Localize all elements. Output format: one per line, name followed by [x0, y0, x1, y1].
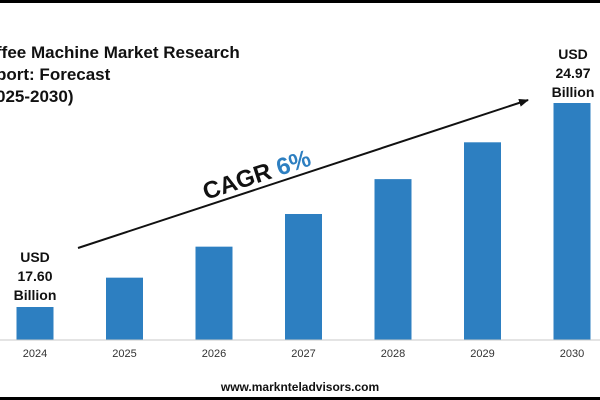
- start-value-label: USD 17.60 Billion: [14, 249, 57, 303]
- end-value-label: USD 24.97 Billion: [552, 46, 595, 100]
- title-line-3: 025-2030): [0, 87, 74, 106]
- cagr-value: 6%: [273, 145, 314, 181]
- bar-2026: [195, 246, 233, 340]
- cagr-label: CAGR 6%: [199, 145, 314, 206]
- chart-title: ffee Machine Market Research port: Forec…: [0, 42, 266, 108]
- x-tick-label-2025: 2025: [112, 348, 136, 360]
- end-label-line-3: Billion: [552, 84, 595, 100]
- x-tick-label-2024: 2024: [23, 348, 47, 360]
- start-label-line-3: Billion: [14, 287, 57, 303]
- x-tick-label-2029: 2029: [470, 348, 494, 360]
- bar-2024: [16, 307, 54, 340]
- start-label-line-1: USD: [20, 249, 50, 265]
- x-tick-label-2027: 2027: [291, 348, 315, 360]
- bar-2029: [464, 142, 501, 340]
- end-label-line-2: 24.97: [555, 65, 590, 81]
- title-line-1: ffee Machine Market Research: [0, 43, 240, 62]
- footer-url: www.marknteladvisors.com: [220, 380, 380, 394]
- cagr-prefix: CAGR: [199, 156, 281, 206]
- end-label-line-1: USD: [558, 46, 588, 62]
- bar-2028: [374, 179, 412, 340]
- start-label-line-2: 17.60: [17, 268, 52, 284]
- cagr-arrow: [77, 99, 529, 249]
- title-line-2: port: Forecast: [0, 65, 111, 84]
- x-tick-label-2028: 2028: [381, 348, 405, 360]
- x-tick-label-2026: 2026: [202, 348, 226, 360]
- bar-2030: [553, 103, 591, 340]
- bar-2027: [285, 213, 322, 340]
- bar-2025: [106, 277, 143, 340]
- x-tick-label-2030: 2030: [560, 348, 584, 360]
